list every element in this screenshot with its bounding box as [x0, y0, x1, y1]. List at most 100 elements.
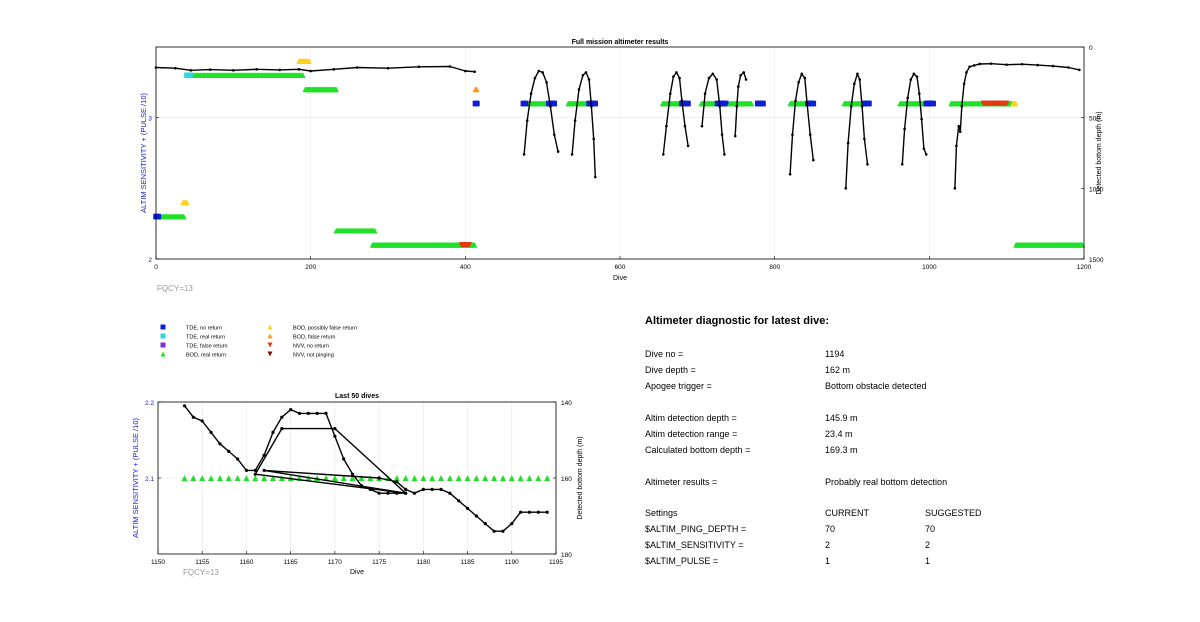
diag-label: Altimeter results = [645, 477, 718, 487]
y2-tick-label: 1500 [1089, 257, 1104, 264]
depth-point [577, 88, 581, 91]
mini-bottom-depth-line [183, 405, 548, 532]
sensitivity-marker [535, 475, 542, 481]
depth-point [788, 172, 792, 176]
mini-y2-axis-label: Detected bottom depth (m) [577, 436, 584, 519]
depth-point [903, 127, 906, 131]
depth-point [858, 78, 862, 81]
depth-point [448, 65, 452, 68]
sensitivity-marker [349, 475, 356, 481]
depth-point [297, 68, 301, 71]
depth-point [791, 133, 794, 136]
sensitivity-marker [216, 475, 223, 481]
y2-tick-label: 160 [561, 476, 572, 483]
legend-item: BOD, possibly false return [267, 324, 357, 332]
depth-point [208, 68, 212, 71]
legend-item: TDE, false return [160, 342, 228, 350]
legend-item: BOD, false return [267, 333, 336, 341]
legend-label: TDE, real return [186, 335, 225, 341]
mini-fqcy-label: FQCY=13 [183, 568, 219, 577]
depth-point [315, 411, 319, 415]
depth-point [866, 163, 869, 166]
setting-current: 70 [825, 524, 836, 534]
sensitivity-marker [429, 475, 436, 481]
depth-point [863, 137, 866, 141]
sensitivity-marker [234, 475, 241, 481]
depth-point [803, 76, 807, 80]
altim-marker [466, 242, 472, 248]
legend-item: TDE, no return [160, 324, 222, 332]
altim-marker [1013, 100, 1019, 107]
depth-point [675, 71, 678, 74]
depth-point [800, 72, 804, 76]
depth-point [527, 510, 532, 514]
depth-point [525, 119, 529, 122]
depth-point [473, 70, 476, 74]
depth-point [962, 82, 966, 86]
diagnostic-title: Altimeter diagnostic for latest dive: [645, 315, 829, 327]
depth-point [227, 449, 231, 453]
depth-point [957, 124, 961, 128]
diag-value: 169.3 m [825, 445, 858, 455]
altim-marker [551, 100, 558, 107]
altim-marker [155, 213, 162, 220]
depth-point [581, 73, 585, 77]
sensitivity-marker [438, 475, 445, 481]
sensitivity-marker [340, 475, 347, 481]
depth-point [955, 144, 958, 148]
depth-point [711, 72, 715, 76]
sensitivity-marker [473, 475, 480, 481]
depth-point [200, 419, 204, 423]
depth-point [278, 68, 282, 72]
depth-point [723, 153, 726, 156]
x-tick-label: 1175 [372, 559, 386, 566]
depth-point [989, 62, 993, 65]
altim-marker [685, 100, 691, 107]
depth-point [533, 76, 537, 80]
y2-tick-label: 180 [561, 552, 572, 559]
depth-point [735, 105, 739, 108]
depth-point [529, 92, 533, 95]
legend-marker [160, 351, 166, 357]
depth-point [860, 105, 864, 108]
depth-point [404, 491, 408, 495]
depth-point [549, 105, 552, 108]
x-tick-label: 200 [305, 264, 316, 271]
sensitivity-marker [499, 475, 506, 481]
diag-value: Bottom obstacle detected [825, 381, 927, 391]
x-tick-label: 1180 [416, 559, 430, 566]
altim-marker [333, 86, 339, 93]
depth-point [978, 62, 981, 66]
diag-label: Altim detection depth = [645, 413, 737, 423]
legend-label: BOD, real return [186, 353, 226, 359]
sensitivity-marker [526, 475, 533, 481]
depth-point [700, 124, 704, 128]
sensitivity-marker [208, 475, 215, 481]
diag-label: Dive depth = [645, 365, 696, 375]
sensitivity-marker [508, 475, 515, 481]
diag-value: Probably real bottom detection [825, 477, 948, 487]
depth-point [253, 472, 257, 476]
sensitivity-marker [517, 475, 524, 481]
main-y-axis-label: ALTIM SENSITIVITY + (PULSE /10) [139, 93, 148, 213]
altim-marker [522, 100, 529, 107]
depth-point [744, 78, 748, 81]
setting-current: 2 [825, 540, 831, 550]
depth-point [808, 133, 812, 136]
depth-point [395, 491, 399, 495]
depth-point [386, 66, 390, 70]
x-tick-label: 0 [154, 264, 158, 271]
altim-marker [474, 86, 480, 93]
setting-current: 1 [825, 556, 831, 566]
depth-point [545, 510, 549, 514]
setting-label: $ALTIM_PULSE = [645, 556, 719, 566]
depth-point [587, 78, 591, 81]
legend-marker [160, 342, 166, 348]
setting-suggested: 1 [925, 556, 931, 566]
depth-point [464, 69, 467, 73]
depth-point [350, 472, 355, 476]
altim-marker [306, 58, 312, 64]
main-axis-ticks: 0 200 400 600 800 1000 1200 2 3 0 500 1000 1500 [148, 45, 1103, 271]
legend-item: BOD, real return [160, 351, 226, 359]
